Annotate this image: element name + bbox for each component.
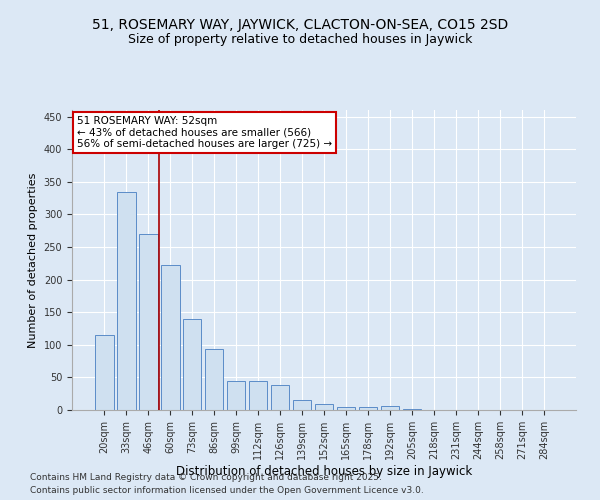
Text: 51 ROSEMARY WAY: 52sqm
← 43% of detached houses are smaller (566)
56% of semi-de: 51 ROSEMARY WAY: 52sqm ← 43% of detached… (77, 116, 332, 149)
Bar (227, 382, 245, 410)
Bar (117, 192, 136, 410)
Text: Contains public sector information licensed under the Open Government Licence v3: Contains public sector information licen… (30, 486, 424, 495)
Bar (337, 406, 355, 410)
Bar (271, 384, 289, 410)
Bar (95, 335, 113, 410)
Y-axis label: Number of detached properties: Number of detached properties (28, 172, 38, 348)
Bar (314, 404, 334, 410)
Text: Contains HM Land Registry data © Crown copyright and database right 2025.: Contains HM Land Registry data © Crown c… (30, 474, 382, 482)
Bar (359, 406, 377, 410)
Bar (205, 350, 223, 410)
X-axis label: Distribution of detached houses by size in Jaywick: Distribution of detached houses by size … (176, 464, 472, 477)
Bar (161, 265, 179, 410)
Bar (293, 400, 311, 410)
Bar (380, 406, 399, 410)
Bar (183, 320, 202, 410)
Bar (139, 234, 158, 410)
Text: Size of property relative to detached houses in Jaywick: Size of property relative to detached ho… (128, 32, 472, 46)
Bar (249, 382, 268, 410)
Text: 51, ROSEMARY WAY, JAYWICK, CLACTON-ON-SEA, CO15 2SD: 51, ROSEMARY WAY, JAYWICK, CLACTON-ON-SE… (92, 18, 508, 32)
